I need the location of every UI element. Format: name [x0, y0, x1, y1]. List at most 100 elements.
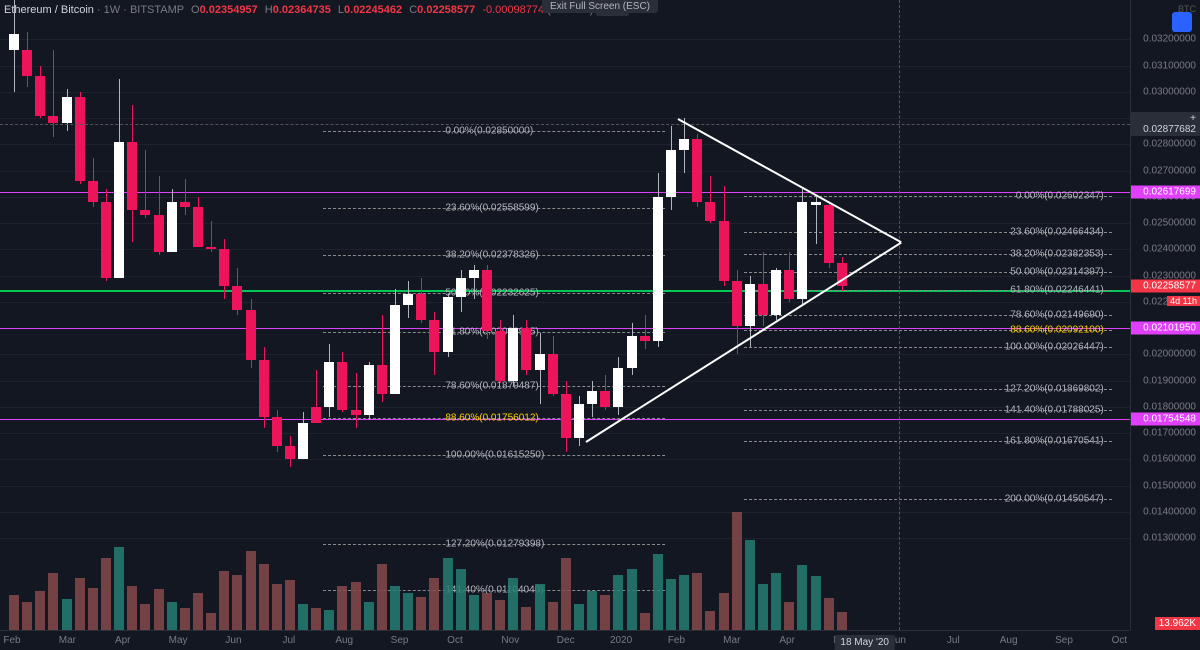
candle-body	[154, 215, 164, 252]
volume-bar	[324, 610, 334, 630]
candle-body	[232, 286, 242, 310]
candle-body	[613, 368, 623, 407]
volume-bar	[719, 593, 729, 630]
volume-bar	[587, 591, 597, 630]
candle-body	[127, 142, 137, 210]
volume-bar	[771, 573, 781, 630]
time-tick: Sep	[391, 635, 409, 646]
price-axis-tag: 0.02258577	[1131, 280, 1200, 293]
interval: 1W	[104, 4, 121, 16]
candle-body	[167, 202, 177, 252]
candle-body	[22, 50, 32, 76]
candle-body	[311, 407, 321, 423]
volume-bar	[48, 573, 58, 630]
price-axis-tag: + 0.02877682	[1131, 112, 1200, 136]
price-tick: 0.03200000	[1143, 34, 1196, 45]
volume-bar	[311, 608, 321, 630]
horizontal-trend-line[interactable]	[0, 192, 1130, 193]
chart-canvas[interactable]: 0.00%(0.02850000)23.60%(0.02558599)38.20…	[0, 0, 1200, 650]
volume-bar	[784, 602, 794, 630]
volume-bar	[535, 584, 545, 630]
volume-bar	[75, 578, 85, 630]
volume-bar	[508, 578, 518, 630]
candle-body	[48, 116, 58, 124]
candle-body	[640, 336, 650, 341]
time-tick: Oct	[1112, 635, 1128, 646]
fib-level-label: 88.60%(0.01756012)	[443, 413, 540, 424]
volume-bar	[403, 593, 413, 630]
candle-body	[285, 446, 295, 459]
fib-level-label: 50.00%(0.02314397)	[1008, 266, 1105, 277]
time-tick: Aug	[335, 635, 353, 646]
volume-bar	[613, 575, 623, 630]
price-tick: 0.01900000	[1143, 375, 1196, 386]
exchange: BITSTAMP	[130, 4, 184, 16]
price-tick: 0.02800000	[1143, 139, 1196, 150]
candle-body	[574, 404, 584, 438]
candle-body	[377, 365, 387, 394]
time-tick: 2020	[610, 635, 632, 646]
ohlc-low: 0.02245462	[344, 4, 402, 16]
volume-bar	[692, 573, 702, 630]
fib-level-label: 38.20%(0.02382353)	[1008, 249, 1105, 260]
price-axis-tag: 0.02617699	[1131, 186, 1200, 199]
ohlc-high: 0.02364735	[273, 4, 331, 16]
candle-body	[758, 284, 768, 316]
fib-level-label: 23.60%(0.02558599)	[443, 202, 540, 213]
volume-bar	[758, 584, 768, 630]
ohlc-close: 0.02258577	[417, 4, 475, 16]
volume-bar	[272, 584, 282, 630]
fib-level-label: 100.00%(0.01615250)	[443, 450, 546, 461]
candle-body	[62, 97, 72, 123]
time-axis-tag: 18 May '20	[834, 635, 895, 650]
candle-body	[114, 142, 124, 279]
volume-bar	[561, 558, 571, 630]
candle-body	[180, 202, 190, 207]
candle-body	[259, 360, 269, 418]
fib-level-label: 100.00%(0.02026447)	[1003, 342, 1106, 353]
time-tick: Apr	[115, 635, 131, 646]
volume-bar	[469, 595, 479, 630]
volume-bar	[745, 540, 755, 630]
time-tick: Jun	[225, 635, 241, 646]
candle-wick	[145, 150, 146, 218]
volume-bar	[824, 598, 834, 630]
candle-wick	[185, 179, 186, 216]
volume-bar	[837, 612, 847, 630]
volume-bar	[653, 554, 663, 630]
price-tick: 0.03100000	[1143, 60, 1196, 71]
price-axis-tag: 0.01754548	[1131, 412, 1200, 425]
volume-bar	[521, 607, 531, 630]
ohlc-open: 0.02354957	[200, 4, 258, 16]
candle-body	[9, 34, 19, 50]
price-tick: 0.02500000	[1143, 218, 1196, 229]
candle-body	[561, 394, 571, 439]
volume-bar	[390, 586, 400, 630]
price-tick: 0.03000000	[1143, 86, 1196, 97]
horizontal-trend-line[interactable]	[0, 328, 1130, 329]
time-axis[interactable]: FebMarAprMayJunJulAugSepOctNovDec2020Feb…	[0, 630, 1130, 650]
candle-body	[548, 354, 558, 393]
volume-axis-tag: 13.962K	[1155, 617, 1200, 630]
candle-body	[811, 202, 821, 205]
candle-body	[784, 270, 794, 299]
crosshair-horizontal	[0, 124, 1130, 125]
fib-level-label: 0.00%(0.02602347)	[1014, 191, 1106, 202]
volume-bar	[627, 569, 637, 630]
time-tick: Sep	[1055, 635, 1073, 646]
price-axis[interactable]: 0.032000000.031000000.030000000.02900000…	[1130, 0, 1200, 630]
fib-level-label: 200.00%(0.01450547)	[1003, 493, 1106, 504]
volume-bar	[140, 604, 150, 630]
volume-bar	[811, 576, 821, 630]
time-tick: Dec	[557, 635, 575, 646]
candle-body	[324, 362, 334, 407]
volume-bar	[180, 608, 190, 630]
time-tick: Jul	[282, 635, 295, 646]
candle-body	[390, 305, 400, 394]
time-tick: Nov	[501, 635, 519, 646]
watchlist-widget-icon[interactable]	[1172, 12, 1192, 32]
volume-bar	[482, 593, 492, 630]
candle-body	[705, 202, 715, 220]
candle-wick	[645, 315, 646, 349]
candle-body	[140, 210, 150, 215]
